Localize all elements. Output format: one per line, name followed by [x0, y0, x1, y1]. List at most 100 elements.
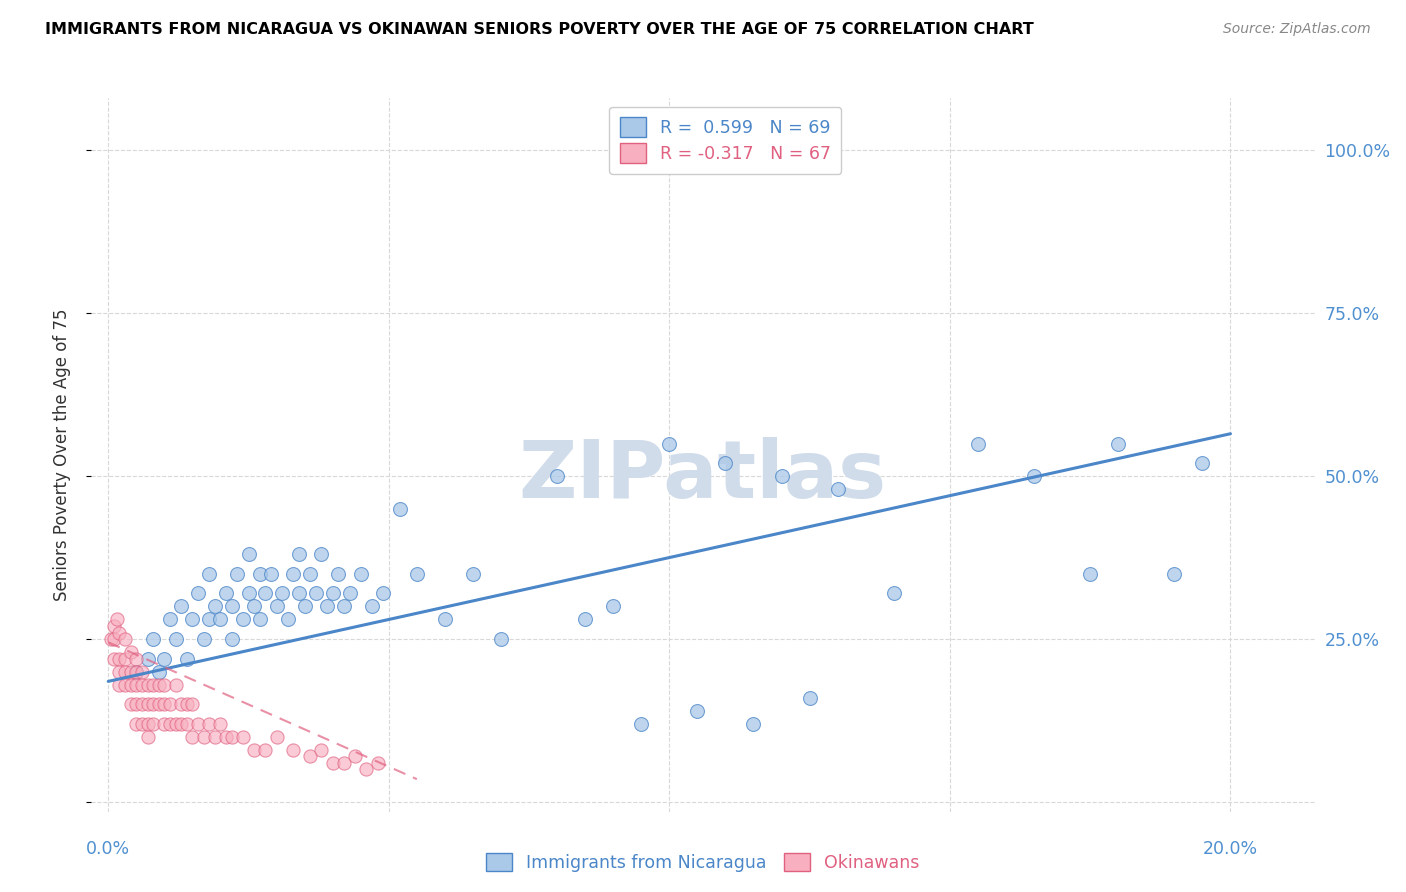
- Point: [165, 632, 187, 646]
- Point: [114, 665, 136, 679]
- Point: [367, 756, 389, 770]
- Point: [114, 651, 136, 665]
- Point: [193, 632, 215, 646]
- Point: [742, 716, 765, 731]
- Point: [165, 716, 187, 731]
- Point: [108, 665, 131, 679]
- Point: [136, 678, 159, 692]
- Point: [388, 501, 411, 516]
- Point: [221, 632, 243, 646]
- Point: [405, 566, 427, 581]
- Text: Source: ZipAtlas.com: Source: ZipAtlas.com: [1223, 22, 1371, 37]
- Point: [148, 697, 170, 711]
- Point: [136, 730, 159, 744]
- Point: [125, 651, 148, 665]
- Point: [221, 730, 243, 744]
- Point: [333, 599, 356, 614]
- Point: [361, 599, 384, 614]
- Point: [630, 716, 652, 731]
- Point: [198, 716, 221, 731]
- Point: [153, 651, 176, 665]
- Point: [204, 599, 226, 614]
- Point: [658, 436, 681, 450]
- Point: [770, 469, 793, 483]
- Point: [299, 749, 322, 764]
- Point: [198, 566, 221, 581]
- Point: [232, 612, 254, 626]
- Text: 20.0%: 20.0%: [1204, 840, 1258, 858]
- Point: [799, 690, 821, 705]
- Point: [105, 612, 128, 626]
- Point: [333, 756, 356, 770]
- Point: [120, 665, 142, 679]
- Text: IMMIGRANTS FROM NICARAGUA VS OKINAWAN SENIORS POVERTY OVER THE AGE OF 75 CORRELA: IMMIGRANTS FROM NICARAGUA VS OKINAWAN SE…: [45, 22, 1033, 37]
- Point: [215, 586, 238, 600]
- Point: [103, 651, 125, 665]
- Point: [238, 586, 260, 600]
- Point: [170, 697, 193, 711]
- Point: [165, 678, 187, 692]
- Point: [125, 665, 148, 679]
- Point: [243, 743, 266, 757]
- Point: [136, 716, 159, 731]
- Point: [120, 678, 142, 692]
- Legend: R =  0.599   N = 69, R = -0.317   N = 67: R = 0.599 N = 69, R = -0.317 N = 67: [609, 107, 841, 174]
- Point: [350, 566, 373, 581]
- Point: [277, 612, 299, 626]
- Point: [266, 599, 288, 614]
- Point: [283, 743, 305, 757]
- Point: [125, 665, 148, 679]
- Point: [131, 678, 153, 692]
- Point: [187, 586, 209, 600]
- Point: [187, 716, 209, 731]
- Point: [243, 599, 266, 614]
- Point: [546, 469, 568, 483]
- Point: [967, 436, 990, 450]
- Point: [311, 547, 333, 561]
- Point: [344, 749, 367, 764]
- Point: [176, 651, 198, 665]
- Point: [159, 716, 181, 731]
- Point: [249, 612, 271, 626]
- Point: [148, 665, 170, 679]
- Point: [100, 632, 122, 646]
- Point: [153, 716, 176, 731]
- Point: [142, 716, 165, 731]
- Point: [356, 763, 378, 777]
- Point: [114, 632, 136, 646]
- Point: [142, 678, 165, 692]
- Point: [254, 743, 277, 757]
- Point: [148, 678, 170, 692]
- Point: [170, 599, 193, 614]
- Point: [181, 612, 204, 626]
- Point: [125, 716, 148, 731]
- Point: [142, 632, 165, 646]
- Point: [574, 612, 596, 626]
- Point: [125, 697, 148, 711]
- Point: [159, 697, 181, 711]
- Point: [131, 697, 153, 711]
- Point: [461, 566, 484, 581]
- Point: [260, 566, 283, 581]
- Point: [198, 612, 221, 626]
- Point: [322, 586, 344, 600]
- Point: [827, 482, 849, 496]
- Point: [103, 619, 125, 633]
- Point: [209, 612, 232, 626]
- Point: [108, 651, 131, 665]
- Point: [125, 678, 148, 692]
- Legend: Immigrants from Nicaragua, Okinawans: Immigrants from Nicaragua, Okinawans: [479, 847, 927, 879]
- Point: [271, 586, 294, 600]
- Point: [209, 716, 232, 731]
- Point: [283, 566, 305, 581]
- Point: [193, 730, 215, 744]
- Point: [339, 586, 361, 600]
- Point: [204, 730, 226, 744]
- Point: [221, 599, 243, 614]
- Point: [316, 599, 339, 614]
- Point: [181, 697, 204, 711]
- Text: 0.0%: 0.0%: [86, 840, 131, 858]
- Point: [489, 632, 512, 646]
- Point: [153, 678, 176, 692]
- Point: [103, 632, 125, 646]
